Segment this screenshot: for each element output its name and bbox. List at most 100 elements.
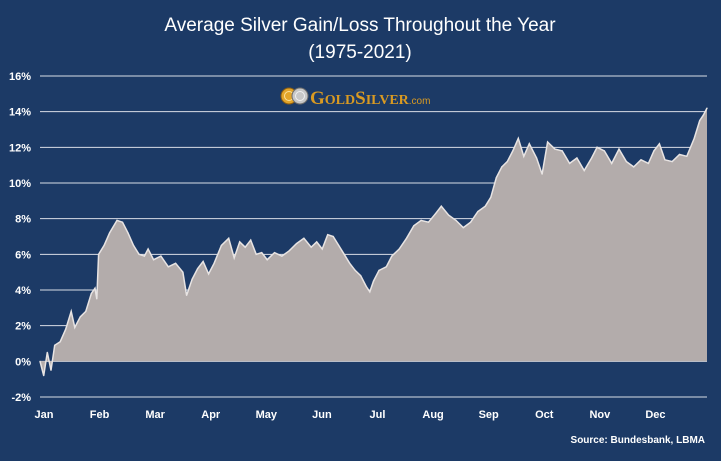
- data-point: [255, 253, 257, 255]
- data-point: [398, 248, 400, 250]
- y-tick-label: 14%: [9, 107, 31, 119]
- data-point: [321, 248, 323, 250]
- data-point: [153, 259, 155, 261]
- data-point: [288, 250, 290, 252]
- data-point: [349, 262, 351, 264]
- data-point: [435, 212, 437, 214]
- data-point: [94, 287, 96, 289]
- y-tick-label: 6%: [15, 249, 31, 261]
- data-point: [603, 150, 606, 152]
- data-point: [455, 219, 457, 221]
- data-point: [261, 252, 263, 254]
- data-point: [706, 107, 708, 109]
- data-point: [343, 253, 345, 255]
- data-point: [512, 150, 514, 152]
- data-point: [233, 257, 235, 259]
- data-point: [70, 310, 72, 312]
- y-tick-label: 4%: [15, 285, 31, 297]
- data-point: [295, 243, 298, 245]
- x-tick-label: Nov: [589, 409, 611, 421]
- data-point: [591, 157, 593, 159]
- logo-domain-suffix: .com: [409, 96, 431, 107]
- data-point: [547, 141, 549, 143]
- data-point: [90, 293, 92, 295]
- data-point: [213, 262, 215, 264]
- data-point: [132, 244, 135, 246]
- data-point: [220, 244, 222, 246]
- data-point: [484, 205, 486, 207]
- x-tick-label: May: [256, 409, 278, 421]
- data-point: [583, 169, 585, 172]
- data-point: [50, 369, 52, 371]
- data-point: [197, 268, 199, 270]
- y-tick-label: 2%: [15, 321, 31, 333]
- data-point: [327, 234, 329, 236]
- data-point: [85, 310, 87, 312]
- data-point: [208, 273, 210, 275]
- data-point: [354, 269, 356, 271]
- chart-subtitle: (1975-2021): [308, 42, 412, 63]
- data-point: [664, 159, 666, 161]
- data-point: [536, 157, 538, 159]
- data-point: [686, 155, 688, 157]
- data-point: [281, 255, 283, 257]
- y-tick-label: 12%: [9, 142, 31, 154]
- data-point: [98, 253, 100, 255]
- chart-title: Average Silver Gain/Loss Throughout the …: [164, 15, 556, 36]
- data-point: [121, 221, 124, 223]
- data-point: [611, 162, 613, 164]
- x-tick-label: Feb: [90, 409, 110, 421]
- x-tick-label: Jun: [312, 409, 332, 421]
- data-point: [462, 227, 464, 229]
- data-point: [143, 255, 145, 257]
- data-point: [43, 375, 45, 377]
- data-point: [74, 326, 76, 328]
- x-tick-label: Jul: [370, 409, 386, 421]
- data-point: [202, 260, 204, 263]
- area-fill: [40, 108, 707, 376]
- data-point: [470, 221, 472, 223]
- data-point: [310, 246, 312, 248]
- data-point: [506, 161, 508, 163]
- data-point: [561, 150, 563, 152]
- data-point: [250, 239, 252, 241]
- x-axis-ticks: Jan Feb Mar Apr May Jun Jul Aug Sep Oct Nov Dec: [35, 409, 666, 421]
- data-point: [372, 280, 375, 282]
- data-point: [658, 143, 661, 145]
- data-point: [369, 291, 371, 293]
- data-point: [490, 196, 492, 198]
- data-point: [160, 255, 162, 257]
- x-tick-label: Sep: [479, 409, 499, 421]
- data-point: [116, 219, 118, 221]
- x-tick-label: Aug: [422, 409, 443, 421]
- data-point: [501, 166, 503, 168]
- data-point: [653, 150, 655, 152]
- data-point: [239, 241, 241, 243]
- data-point: [702, 114, 704, 116]
- data-point: [273, 252, 276, 254]
- data-point: [596, 146, 598, 148]
- data-point: [440, 205, 442, 207]
- x-tick-label: Jan: [35, 409, 54, 421]
- data-point: [175, 262, 177, 264]
- data-point: [39, 360, 41, 362]
- data-point: [647, 162, 650, 164]
- data-point: [420, 219, 422, 221]
- data-point: [365, 285, 367, 287]
- data-point: [625, 161, 628, 163]
- data-point: [618, 148, 620, 150]
- x-tick-label: Apr: [201, 409, 221, 421]
- area-series: [39, 107, 708, 377]
- logo-wordmark: GOLDSILVER.com: [310, 88, 430, 109]
- data-point: [316, 241, 318, 243]
- data-point: [554, 148, 556, 150]
- data-point: [338, 244, 340, 246]
- data-point: [138, 253, 140, 255]
- data-point: [79, 316, 81, 318]
- data-point: [569, 162, 571, 164]
- data-point: [678, 153, 681, 156]
- data-point: [385, 266, 387, 268]
- data-point: [266, 259, 268, 261]
